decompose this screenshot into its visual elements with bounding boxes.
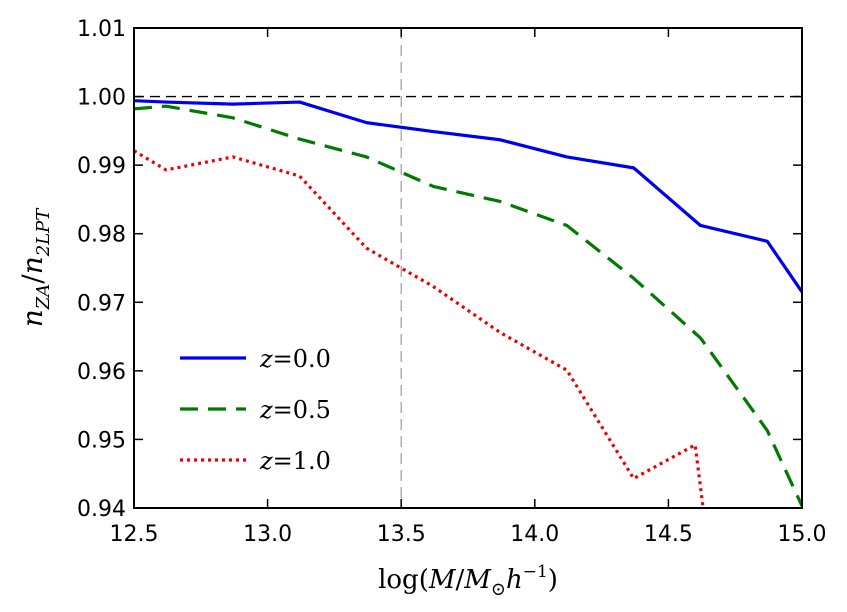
- series-line-z-1-0: [134, 149, 705, 508]
- y-tick-label: 0.99: [77, 154, 126, 179]
- x-tick-label: 13.0: [243, 522, 292, 547]
- x-tick-label: 15.0: [778, 522, 827, 547]
- series-line-z-0-0: [134, 99, 802, 293]
- legend: z=0.0 z=0.5 z=1.0: [180, 345, 331, 475]
- y-tick-label: 0.95: [77, 428, 126, 453]
- series-lines: [134, 99, 802, 508]
- x-tick-label: 14.0: [510, 522, 559, 547]
- y-tick-label: 0.94: [77, 497, 126, 522]
- y-tick-label: 1.00: [77, 86, 126, 111]
- y-tick-label: 0.97: [77, 291, 126, 316]
- legend-label-z-0-5: z=0.5: [259, 396, 331, 424]
- plot-frame: [133, 27, 803, 509]
- axis-ticks: 12.5 13.0 13.5 14.0 14.5 15.0 0.94 0.95 0.96 0.97…: [77, 17, 826, 547]
- reference-lines: [134, 28, 802, 508]
- x-tick-label: 12.5: [110, 522, 159, 547]
- legend-label-z-0-0: z=0.0: [259, 345, 331, 373]
- x-tick-label: 13.5: [377, 522, 426, 547]
- x-tick-label: 14.5: [644, 522, 693, 547]
- y-tick-label: 1.01: [77, 17, 126, 42]
- y-axis-title: nZA/n2LPT: [16, 207, 54, 328]
- y-tick-label: 0.96: [77, 360, 126, 385]
- y-tick-label: 0.98: [77, 223, 126, 248]
- legend-label-z-1-0: z=1.0: [259, 447, 331, 475]
- series-line-z-0-5: [134, 104, 802, 507]
